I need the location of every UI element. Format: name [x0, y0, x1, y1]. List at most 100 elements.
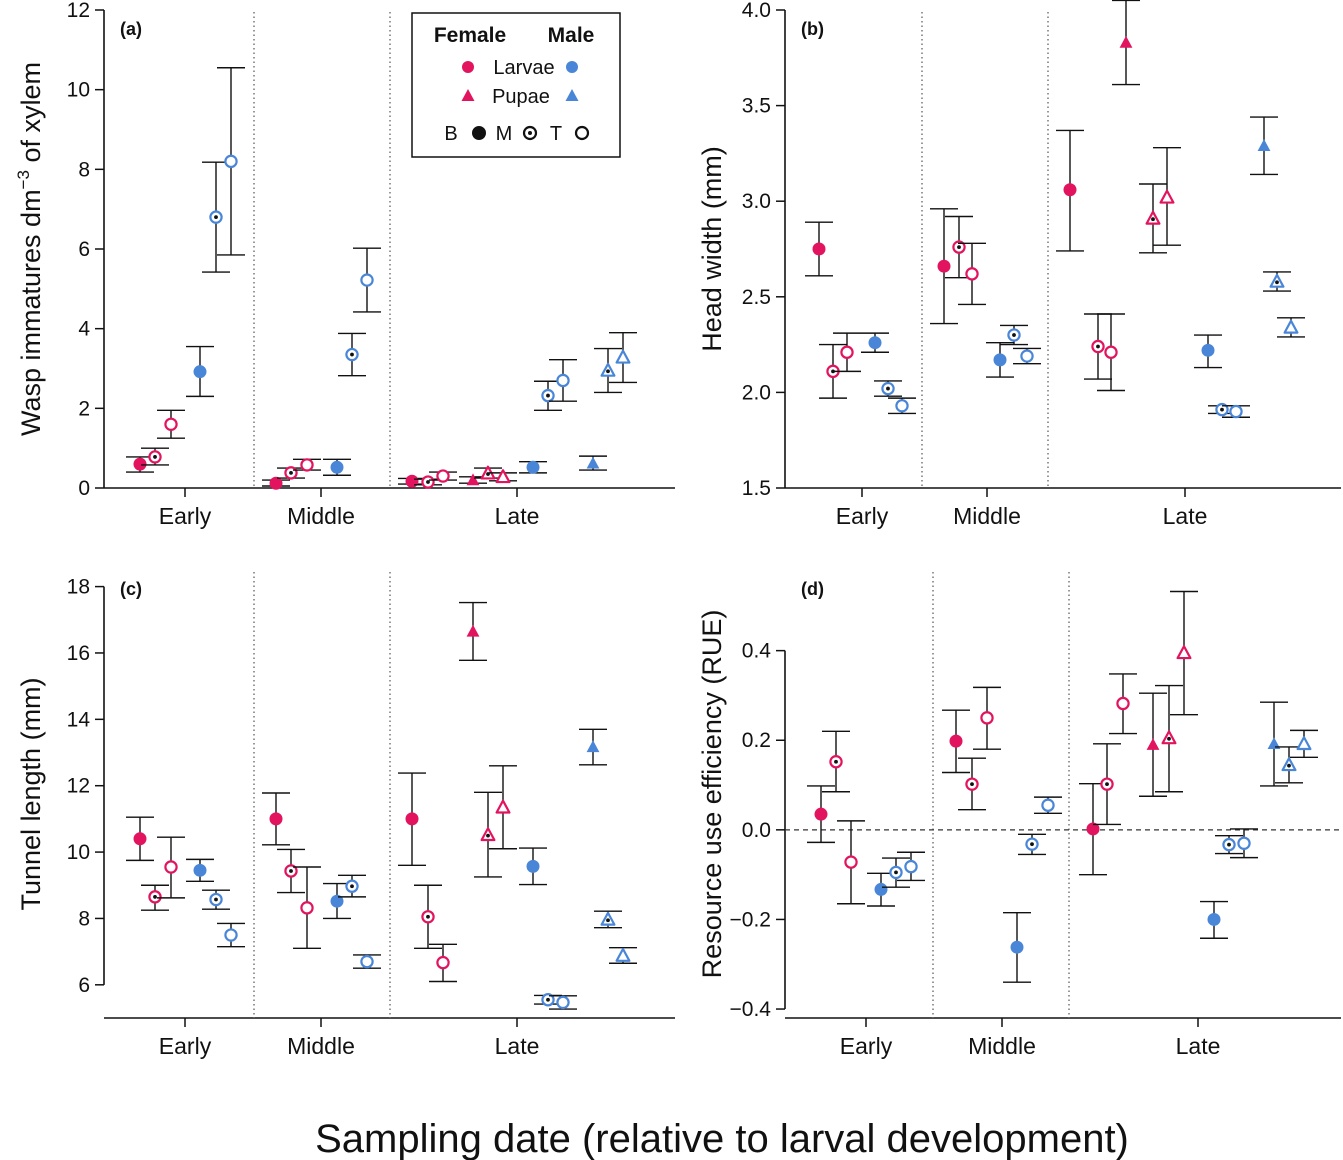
x-tick-label: Late	[495, 503, 540, 529]
point-early-male-larvae-m	[882, 857, 910, 888]
data-marker-triangle	[1283, 319, 1299, 334]
point-late-male-pupae-m	[594, 347, 622, 394]
y-tick-label: 0	[78, 477, 90, 500]
legend-t-label: T	[550, 123, 562, 145]
data-marker-triangle	[495, 799, 511, 814]
point-late-female-larvae-t	[429, 469, 457, 483]
data-marker-circle	[300, 901, 314, 915]
data-marker-center-dot	[1167, 736, 1171, 741]
data-marker-circle	[840, 345, 854, 359]
data-marker-circle	[133, 832, 147, 846]
data-marker-triangle	[1146, 738, 1160, 750]
legend-female-larvae-marker	[462, 61, 474, 73]
data-marker-center-dot	[546, 997, 550, 1002]
point-late-female-pupae-t	[489, 765, 517, 850]
data-marker-circle	[164, 860, 178, 874]
data-marker-center-dot	[153, 455, 157, 459]
data-marker-circle	[937, 259, 951, 273]
y-tick-label: 4.0	[742, 0, 771, 22]
data-marker-triangle	[615, 947, 631, 962]
point-late-male-larvae-m	[534, 380, 562, 412]
data-marker-circle	[868, 336, 882, 350]
data-marker-triangle	[1159, 189, 1175, 204]
data-marker-circle	[224, 928, 238, 942]
data-marker-circle	[904, 859, 918, 874]
point-late-male-pupae-t	[609, 331, 637, 384]
data-marker-circle	[526, 460, 540, 474]
y-tick-label: 2.0	[742, 381, 771, 404]
panel-label: (c)	[120, 579, 142, 599]
data-marker-circle	[1041, 798, 1055, 812]
point-late-female-larvae-m	[1093, 743, 1121, 826]
data-marker-circle	[1201, 343, 1215, 357]
data-marker-center-dot	[214, 215, 218, 220]
x-tick-label: Early	[836, 503, 889, 529]
point-late-female-pupae-t	[489, 469, 517, 484]
data-marker-triangle	[586, 456, 600, 469]
point-late-male-pupae-b	[1250, 116, 1278, 176]
data-marker-triangle	[466, 473, 480, 486]
point-middle-female-larvae-b	[930, 208, 958, 325]
point-late-male-larvae-b	[519, 460, 547, 474]
point-middle-male-larvae-t	[353, 247, 381, 313]
data-marker-center-dot	[1012, 333, 1016, 337]
x-tick-label: Early	[159, 1033, 212, 1059]
data-marker-center-dot	[1287, 763, 1291, 768]
y-tick-label: 12	[67, 775, 90, 798]
y-tick-label: 3.0	[742, 190, 771, 213]
legend-pupae-label: Pupae	[492, 86, 550, 108]
data-marker-triangle	[1176, 645, 1192, 660]
data-marker-circle	[993, 353, 1007, 367]
x-tick-label: Middle	[968, 1033, 1036, 1059]
data-marker-circle	[269, 476, 283, 490]
point-early-male-larvae-t	[897, 851, 925, 882]
y-tick-label: 3.5	[742, 95, 771, 118]
point-middle-female-larvae-m	[945, 215, 973, 279]
point-early-female-larvae-b	[807, 785, 835, 844]
point-middle-male-larvae-b	[986, 341, 1014, 378]
point-late-male-larvae-t	[1230, 828, 1258, 859]
data-marker-circle	[193, 365, 207, 379]
y-tick-label: 16	[67, 642, 90, 665]
panel-b: 1.5 2.0 2.5 3.0 3.5 4.0 Early Middle Late (b) Head…	[697, 0, 1341, 529]
data-marker-circle	[330, 894, 344, 908]
data-marker-circle	[965, 267, 979, 281]
y-tick-label: 14	[67, 708, 91, 731]
point-middle-male-larvae-b	[323, 458, 351, 476]
y-tick-label: 0.2	[742, 729, 771, 752]
data-marker-circle	[874, 882, 888, 896]
y-tick-label: 8	[78, 158, 90, 181]
point-late-female-pupae-b	[1112, 0, 1140, 86]
y-tick-label: 1.5	[742, 477, 771, 500]
point-late-female-pupae-m	[474, 791, 502, 878]
point-middle-female-larvae-t	[293, 458, 321, 472]
y-tick-label: 10	[67, 841, 90, 864]
y-tick-label: 8	[78, 907, 90, 930]
data-marker-circle	[980, 711, 994, 725]
point-late-male-pupae-m	[1275, 746, 1303, 784]
point-early-female-larvae-t	[157, 409, 185, 439]
legend-m-label: M	[496, 123, 513, 145]
legend-female-header: Female	[434, 24, 506, 47]
data-marker-circle	[405, 812, 419, 826]
data-marker-circle	[556, 373, 570, 388]
y-tick-label: 6	[78, 974, 90, 997]
point-late-female-pupae-m	[1139, 183, 1167, 254]
data-marker-circle	[895, 399, 909, 413]
data-marker-circle	[1010, 940, 1024, 954]
point-late-male-larvae-t	[549, 359, 577, 402]
data-marker-triangle	[615, 349, 631, 364]
data-marker-center-dot	[289, 869, 293, 873]
data-marker-triangle	[1296, 736, 1312, 751]
legend-b-marker	[472, 126, 486, 140]
figure-x-axis-label: Sampling date (relative to larval develo…	[315, 1117, 1129, 1160]
data-marker-circle	[1207, 912, 1221, 926]
point-late-male-pupae-t	[1277, 317, 1305, 338]
data-marker-center-dot	[606, 918, 610, 923]
x-tick-label: Middle	[287, 503, 355, 529]
data-marker-circle	[436, 955, 450, 970]
data-marker-triangle	[1257, 139, 1271, 151]
x-tick-label: Middle	[287, 1033, 355, 1059]
point-late-female-pupae-m	[1155, 684, 1183, 793]
